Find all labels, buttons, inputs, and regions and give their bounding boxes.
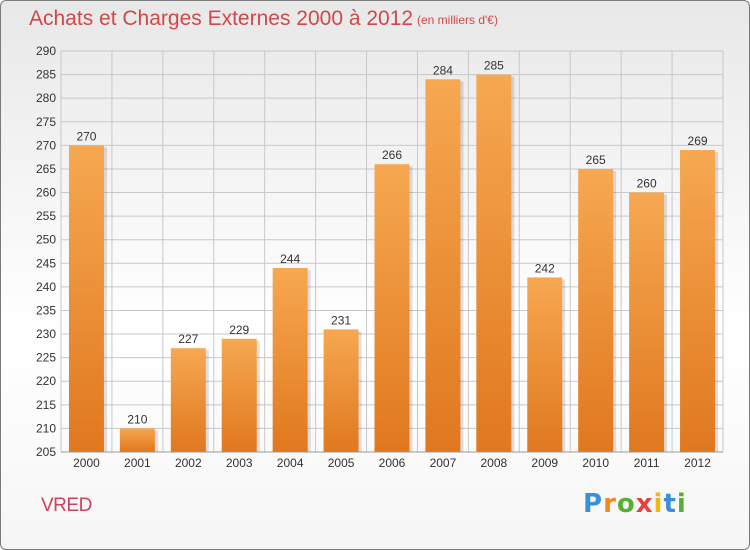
x-tick-label: 2007: [430, 456, 457, 470]
y-tick-label: 270: [36, 138, 56, 152]
bar-2005: [323, 329, 359, 452]
bar-2011: [629, 192, 665, 452]
bar-2012: [680, 150, 716, 452]
bars: 270 210 227 229 244 231 266 284 285 242 265 260 269: [68, 59, 719, 453]
x-tick-label: 2004: [277, 456, 304, 470]
y-tick-label: 225: [36, 351, 56, 365]
y-tick-label: 260: [36, 186, 56, 200]
x-tick-label: 2001: [124, 456, 151, 470]
data-label: 284: [433, 63, 453, 77]
bar-2004: [272, 268, 308, 452]
y-tick-label: 265: [36, 162, 56, 176]
brand-letter: r: [603, 489, 617, 519]
brand-letter: x: [635, 489, 654, 519]
brand-letter: i: [676, 489, 687, 519]
bar-2010: [578, 168, 614, 453]
brand-letter: o: [616, 489, 636, 519]
data-label: 269: [688, 134, 708, 148]
x-tick-label: 2012: [684, 456, 711, 470]
bar-2002: [170, 348, 206, 452]
y-tick-label: 245: [36, 256, 56, 270]
bar-2008: [476, 74, 512, 453]
x-tick-label: 2002: [175, 456, 202, 470]
y-tick-label: 210: [36, 421, 56, 435]
data-label: 270: [76, 129, 96, 143]
y-tick-label: 255: [36, 209, 56, 223]
data-label: 242: [535, 261, 555, 275]
data-label: 260: [637, 177, 657, 191]
y-tick-label: 235: [36, 303, 56, 317]
data-label: 210: [127, 412, 147, 426]
y-tick-label: 290: [36, 44, 56, 58]
x-tick-label: 2008: [480, 456, 507, 470]
bar-2006: [374, 164, 410, 453]
chart-title: Achats et Charges Externes 2000 à 2012: [29, 7, 414, 30]
bar-2000: [68, 145, 104, 452]
y-tick-label: 250: [36, 233, 56, 247]
brand-letter: i: [653, 489, 664, 519]
data-label: 266: [382, 148, 402, 162]
data-label: 285: [484, 59, 504, 73]
y-tick-label: 230: [36, 327, 56, 341]
brand-logo: Proxiti: [583, 489, 687, 519]
y-tick-label: 220: [36, 374, 56, 388]
y-tick-label: 285: [36, 68, 56, 82]
location-label: VRED: [41, 495, 92, 516]
y-tick-label: 275: [36, 115, 56, 129]
y-tick-label: 215: [36, 398, 56, 412]
y-tick-label: 205: [36, 445, 56, 459]
data-label: 229: [229, 323, 249, 337]
x-tick-label: 2003: [226, 456, 253, 470]
x-tick-label: 2005: [328, 456, 355, 470]
x-tick-label: 2009: [531, 456, 558, 470]
x-tick-label: 2000: [73, 456, 100, 470]
data-label: 244: [280, 252, 300, 266]
data-label: 265: [586, 153, 606, 167]
x-tick-label: 2011: [634, 456, 660, 470]
y-tick-label: 240: [36, 280, 56, 294]
bar-2001: [119, 428, 155, 452]
x-tick-label: 2006: [379, 456, 406, 470]
x-axis: 2000 2001 2002 2003 2004 2005 2006 2007 2008 2009…: [61, 451, 723, 470]
brand-letter: t: [663, 489, 677, 519]
data-label: 227: [178, 332, 198, 346]
y-tick-label: 280: [36, 91, 56, 105]
bar-2007: [425, 79, 461, 453]
data-label: 231: [331, 313, 351, 327]
y-axis: 205 210 215 220 225 230 235 240 245 250 255 260 265 2…: [36, 44, 56, 459]
x-tick-label: 2010: [582, 456, 609, 470]
bar-2003: [221, 338, 257, 452]
chart-subtitle: (en milliers d'€): [417, 13, 498, 27]
brand-letter: P: [583, 489, 604, 519]
bar-2009: [527, 277, 563, 452]
